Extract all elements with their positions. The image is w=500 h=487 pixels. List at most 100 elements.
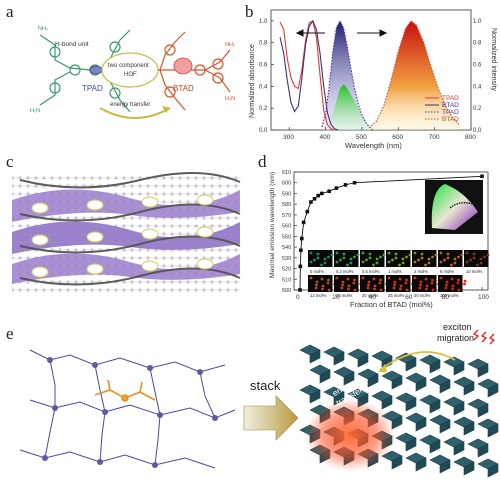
axis-x-label-d: Fraction of BTAD (mol%) <box>350 300 433 309</box>
framework-block-side <box>429 439 441 454</box>
data-point-0 <box>298 288 302 292</box>
y-tick-label-d-1: 510 <box>282 277 291 283</box>
swatch-label-r1-3: 1 mol% <box>388 269 402 274</box>
y2-tick-label-b-3: 0.6 <box>473 63 482 69</box>
stack-arrow <box>243 395 299 441</box>
exciton-label-1: exciton <box>443 322 472 332</box>
btad-guest <box>94 379 156 402</box>
framework-block-side <box>391 455 403 470</box>
stacking-schematic: stack energy transfer <box>19 322 499 478</box>
exciton-arrow <box>379 351 456 371</box>
framework-block-side <box>381 395 393 410</box>
data-point-12 <box>343 183 348 187</box>
y-tick-label-b-5: 1.0 <box>259 19 268 25</box>
hbond-label: H-bond unit <box>55 41 89 48</box>
stack-label: stack <box>250 378 281 393</box>
framework-block-side <box>415 377 427 392</box>
x-tick-label-d-1: 20 <box>332 294 340 301</box>
h2n-label-2: H₂N <box>225 96 235 102</box>
hof-label-1: two component <box>108 63 149 69</box>
x-tick-label-b-4: 700 <box>429 134 440 141</box>
panel-c-letter: c <box>6 152 14 171</box>
photo-swatch-r2-1 <box>334 275 359 292</box>
x-tick-label-d-4: 80 <box>442 294 450 301</box>
photo-swatch-r2-3 <box>386 275 411 292</box>
data-point-10 <box>327 189 331 194</box>
framework-block-side <box>391 375 403 390</box>
photo-swatch-r2-4 <box>412 275 437 292</box>
x-tick-label-d-2: 40 <box>369 294 377 301</box>
framework-block-side <box>415 417 427 432</box>
right-arrow <box>357 29 388 37</box>
emission-fill-3 <box>369 20 461 131</box>
y2-tick-label-b-2: 0.4 <box>473 84 482 90</box>
framework-block-side <box>429 399 441 414</box>
nh2-label-1: NH₂ <box>38 26 48 32</box>
y-tick-label-d-4: 540 <box>282 245 291 251</box>
swatch-label-r2-4: 30 mol% <box>414 293 431 298</box>
y2-tick-label-b-0: 0.0 <box>473 128 482 134</box>
y2-tick-label-b-4: 0.8 <box>473 41 482 47</box>
framework-block-side <box>477 403 489 418</box>
panel-e: e stack <box>0 310 500 487</box>
swatch-label-r2-5: 100 mol% <box>440 293 459 298</box>
y-tick-label-b-1: 0.2 <box>259 106 268 112</box>
tpad-label: TPAD <box>82 84 103 93</box>
axis-y2-label-b: Normalized intensity <box>490 28 497 92</box>
legend-b: TPAD BTAD TPAD BTAD <box>425 95 459 123</box>
framework-block-side <box>439 419 451 434</box>
framework-block-side <box>429 359 441 374</box>
framework-block-side <box>487 463 499 478</box>
y-tick-label-d-6: 560 <box>282 224 291 230</box>
data-point-13 <box>352 180 357 185</box>
y-tick-label-b-2: 0.4 <box>259 84 268 90</box>
y-tick-label-b-3: 0.6 <box>259 63 268 69</box>
axis-y-label-b: Normalized absorbance <box>249 44 256 118</box>
hof-network-2d <box>19 349 236 469</box>
framework-block-side <box>463 461 475 476</box>
data-point-8 <box>316 193 320 198</box>
y-tick-label-b-4: 0.8 <box>259 41 268 47</box>
data-point-1 <box>298 264 303 269</box>
framework-block-side <box>439 379 451 394</box>
data-point-14 <box>480 174 484 179</box>
legend-item-3: BTAD <box>442 116 459 123</box>
framework-block-side <box>405 397 417 412</box>
legend-item-1: BTAD <box>442 102 459 109</box>
network-nodes <box>42 357 218 468</box>
swatch-label-r2-1: 16 mol% <box>336 293 353 298</box>
y-tick-label-d-7: 570 <box>282 213 291 219</box>
framework-block-side <box>439 459 451 474</box>
series-line-2 <box>321 19 374 131</box>
y-tick-label-d-3: 530 <box>282 256 291 262</box>
left-arrow <box>295 29 325 37</box>
data-point-3 <box>300 236 304 241</box>
panel-b: b 300 400 500 600 700 800 0.0 0.0 0.2 0.2 0.4 0.4 0… <box>245 0 500 150</box>
x-tick-label-b-3: 600 <box>392 134 403 141</box>
framework-block-side <box>309 389 321 404</box>
swatch-label-r2-0: 12 mol% <box>310 293 327 298</box>
framework-block-side <box>333 351 345 366</box>
series-line-0 <box>279 20 335 131</box>
swatch-label-r1-0: 0 mol% <box>310 269 324 274</box>
legend-item-0: TPAD <box>442 95 459 102</box>
swatch-label-r1-5: 6 mol% <box>440 269 454 274</box>
x-tick-label-d-0: 0 <box>296 294 300 301</box>
framework-block-side <box>477 363 489 378</box>
panel-a: a H-bond unit TPAD BTAD two comp <box>0 0 245 130</box>
y-tick-label-d-9: 590 <box>282 191 291 197</box>
axis-y-label-d: Maximal emission wavelength (nm) <box>269 172 276 278</box>
framework-block-side <box>487 423 499 438</box>
y2-tick-label-b-1: 0.2 <box>473 106 482 112</box>
framework-block-side <box>415 457 427 472</box>
panel-d-letter: d <box>258 152 267 171</box>
x-tick-label-b-1: 400 <box>320 134 331 141</box>
panel-b-letter: b <box>245 2 254 21</box>
framework-block-side <box>367 373 379 388</box>
swatch-label-r1-2: 0.5 mol% <box>362 269 380 274</box>
tpad-core <box>89 65 103 75</box>
x-tick-label-d-5: 100 <box>478 294 489 301</box>
data-point-6 <box>309 200 313 204</box>
framework-block-side <box>343 371 355 386</box>
y-tick-label-b-0: 0.0 <box>259 128 268 134</box>
